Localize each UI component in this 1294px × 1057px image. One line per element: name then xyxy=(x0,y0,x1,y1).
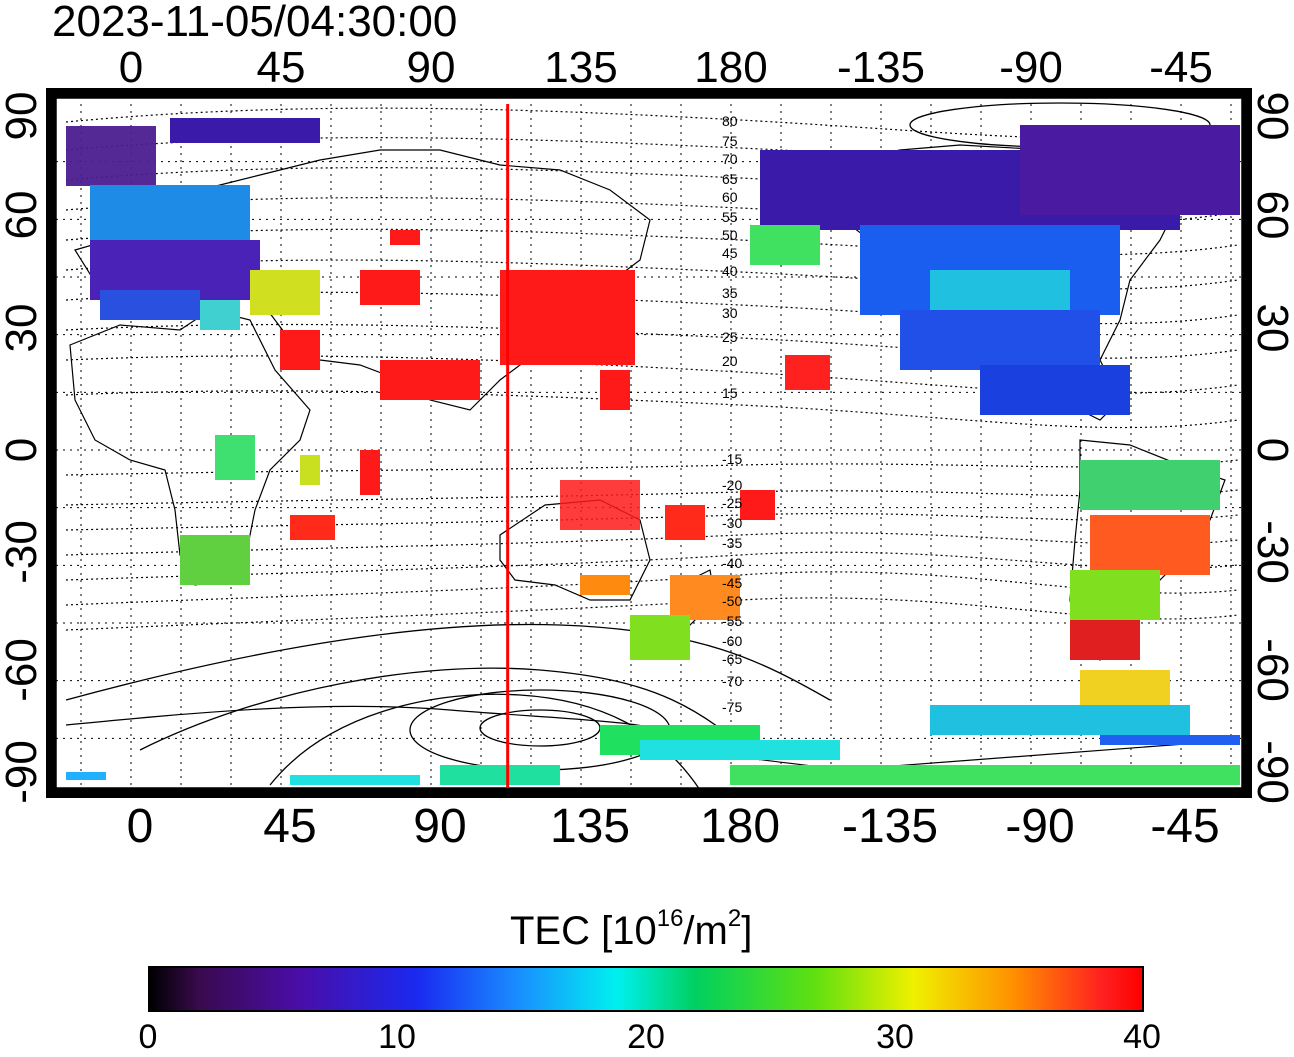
right-frame-bar xyxy=(1242,88,1252,798)
contour-label: -25 xyxy=(722,495,742,511)
left-frame-bar xyxy=(46,88,56,798)
bottom-lon-label: -90 xyxy=(1005,800,1075,853)
contour-label: -75 xyxy=(722,699,742,715)
contour-label: -15 xyxy=(722,451,742,467)
contour-label: 75 xyxy=(722,133,738,149)
bottom-lon-label: 180 xyxy=(699,800,781,853)
contour-label: -50 xyxy=(722,593,742,609)
contour-label: 35 xyxy=(722,285,738,301)
top-frame-bar xyxy=(46,88,1252,98)
contour-label: -70 xyxy=(722,673,742,689)
tec-colorbar xyxy=(148,966,1144,1012)
bottom-lon-label: 135 xyxy=(549,800,631,853)
contour-lines xyxy=(65,107,1239,631)
contour-label: 15 xyxy=(722,385,738,401)
timestamp-title: 2023-11-05/04:30:00 xyxy=(52,0,458,46)
colorbar-title: TEC [1016/m2] xyxy=(510,905,753,953)
top-lon-label: 180 xyxy=(694,43,768,92)
contour-label: -30 xyxy=(722,515,742,531)
contour-label: 30 xyxy=(722,305,738,321)
contour-label: -65 xyxy=(722,651,742,667)
contour-label: 55 xyxy=(722,209,738,225)
contour-label: 80 xyxy=(722,113,738,129)
bottom-lon-label: 45 xyxy=(263,800,317,853)
top-lon-label: 135 xyxy=(544,43,618,92)
colorbar-label: 40 xyxy=(1123,1018,1161,1056)
top-lon-label: 90 xyxy=(406,43,456,92)
top-lon-label: 45 xyxy=(256,43,306,92)
contour-label-group: 80 75 70 65 60 55 50 45 40 35 30 25 20 15 -15 -20 -25 -30… xyxy=(722,113,742,715)
contour-label: 70 xyxy=(722,151,738,167)
contour-label: 60 xyxy=(722,189,738,205)
top-lon-label: 0 xyxy=(118,43,144,92)
colorbar-label: 10 xyxy=(378,1018,416,1056)
contour-label: 45 xyxy=(722,245,738,261)
tec-data-patches xyxy=(66,118,1240,785)
bottom-lon-label: -45 xyxy=(1150,800,1220,853)
contour-label: 65 xyxy=(722,171,738,187)
bottom-frame-bar xyxy=(46,788,1252,798)
tec-map: 80 75 70 65 60 55 50 45 40 35 30 25 20 15 -15 -20 -25 -30… xyxy=(46,88,1252,798)
contour-label: -20 xyxy=(722,477,742,493)
top-lon-label: -45 xyxy=(1149,43,1213,92)
colorbar-label: 20 xyxy=(627,1018,665,1056)
top-lon-label: -90 xyxy=(999,43,1063,92)
contour-label: 40 xyxy=(722,263,738,279)
bottom-lon-label: 90 xyxy=(413,800,467,853)
contour-label: -40 xyxy=(722,555,742,571)
top-lon-label: -135 xyxy=(836,43,926,92)
contour-label: -60 xyxy=(722,633,742,649)
contour-label: 20 xyxy=(722,353,738,369)
bottom-lon-label: 0 xyxy=(126,800,154,853)
colorbar-label: 0 xyxy=(138,1018,158,1056)
contour-label: -45 xyxy=(722,575,742,591)
contour-label: -35 xyxy=(722,535,742,551)
contour-label: -55 xyxy=(722,613,742,629)
bottom-lon-label: -135 xyxy=(841,800,939,853)
colorbar-label: 30 xyxy=(876,1018,914,1056)
contour-label: 50 xyxy=(722,227,738,243)
contour-label: 25 xyxy=(722,329,738,345)
